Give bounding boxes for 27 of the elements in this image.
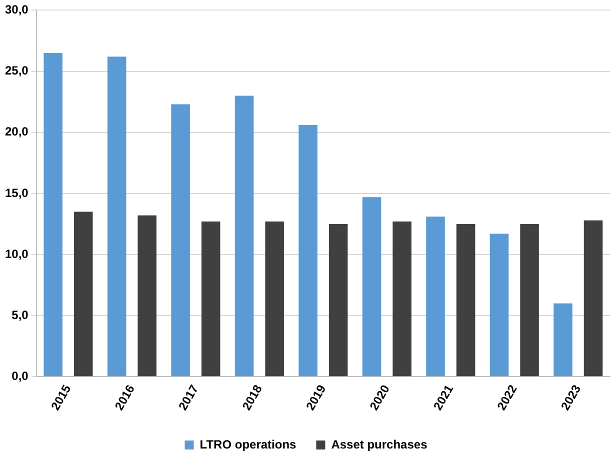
bar [265, 222, 284, 376]
bar [490, 234, 509, 376]
bar [234, 96, 254, 376]
bar [520, 224, 539, 376]
bar [138, 215, 156, 376]
bar [426, 216, 445, 376]
legend-label: Asset purchases [331, 437, 428, 452]
y-tick-label: 25,0 [4, 64, 29, 78]
bar [362, 197, 382, 376]
bar [107, 56, 126, 376]
y-tick-label: 5,0 [12, 308, 29, 322]
bar [74, 212, 93, 376]
bar [44, 52, 62, 376]
y-tick-label: 0,0 [12, 368, 29, 383]
y-tick-label: 10,0 [4, 246, 29, 261]
bar [456, 224, 476, 376]
bar [584, 220, 603, 376]
bar [171, 104, 190, 376]
bar [328, 224, 348, 376]
legend-label: LTRO operations [200, 437, 297, 452]
bar [298, 125, 318, 376]
y-tick-label: 30,0 [4, 2, 29, 17]
bar [392, 222, 412, 376]
bar [554, 303, 572, 376]
y-tick-label: 15,0 [4, 186, 29, 200]
bar [201, 222, 220, 376]
y-tick-label: 20,0 [4, 124, 29, 139]
